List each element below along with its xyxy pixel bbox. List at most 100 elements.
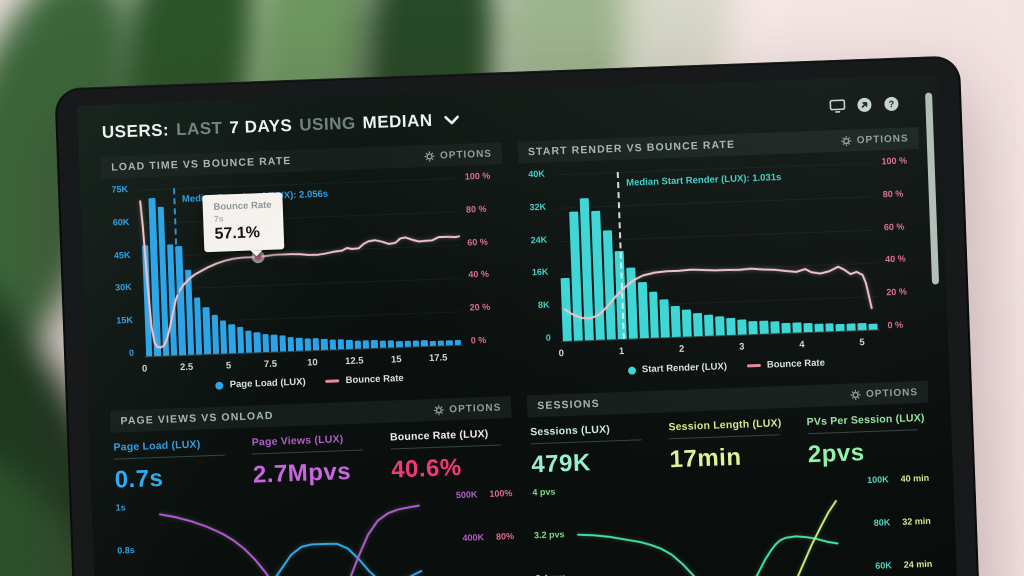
scrollbar-thumb[interactable]: [925, 92, 940, 285]
legend-label: Start Render (LUX): [641, 361, 728, 376]
metric-pvs-per-session: PVs Per Session (LUX) 2pvs: [806, 412, 928, 469]
options-button[interactable]: OPTIONS: [424, 148, 492, 161]
axis-tick-label: 80K: [873, 517, 891, 528]
axis-tick-label: 8K: [537, 299, 550, 311]
metric-bounce-rate: Bounce Rate (LUX) 40.6%: [390, 427, 512, 484]
svg-text:?: ?: [888, 99, 894, 110]
tooltip-value: 57.1%: [214, 224, 261, 244]
metric-sessions: Sessions (LUX) 479K: [530, 422, 652, 479]
options-button[interactable]: OPTIONS: [841, 133, 909, 146]
aggregation-label: MEDIAN: [362, 110, 433, 133]
sparkline-page-load-lux-: [161, 540, 421, 576]
help-icon[interactable]: ?: [883, 96, 900, 113]
options-button[interactable]: OPTIONS: [850, 387, 918, 400]
start-render-chart: 40K 32K 24K 16K 8K 0 100 % 80 % 60 % 40 % 20 % 0 %…: [519, 153, 927, 378]
legend-item-start-render: Start Render (LUX): [627, 361, 728, 376]
metric-label: Bounce Rate (LUX): [389, 427, 489, 444]
display-icon[interactable]: [829, 98, 846, 115]
panel-title: PAGE VIEWS VS ONLOAD: [120, 409, 274, 428]
axis-tick-label: 0: [128, 347, 135, 359]
axis-tick-label: 4 pvs: [532, 486, 556, 498]
axis-tick-label: 10: [306, 357, 318, 369]
axis-tick-label: 0: [141, 363, 148, 375]
axis-tick-pair: 500K 100%: [456, 488, 513, 500]
metric-value: 0.7s: [114, 464, 164, 494]
axis-tick-label: 2: [678, 343, 685, 355]
axis-tick-label: 7.5: [263, 358, 278, 371]
axis-tick-label: 20 %: [886, 286, 908, 298]
axis-tick-label: 1: [618, 345, 625, 358]
panel-load-time-vs-bounce-rate: LOAD TIME VS BOUNCE RATE OPTIONS 75K 60K 4…: [100, 142, 510, 393]
options-label: OPTIONS: [856, 132, 909, 146]
range-word-last: LAST: [175, 118, 223, 140]
metric-value: 40.6%: [390, 453, 463, 484]
metric-underline: [668, 434, 780, 440]
axis-tick-pair: 100K 40 min: [867, 473, 929, 485]
panel-header: SESSIONS OPTIONS: [526, 380, 929, 418]
axis-tick-label: 5: [225, 360, 232, 372]
users-range-dropdown[interactable]: USERS: LAST 7 DAYS USING MEDIAN: [102, 110, 460, 143]
options-button[interactable]: OPTIONS: [433, 402, 501, 415]
legend-label: Bounce Rate: [766, 357, 826, 371]
plot-area[interactable]: Median Start Render (LUX): 1.031s: [554, 162, 880, 343]
axis-tick-label: 4: [799, 339, 805, 351]
share-icon[interactable]: [856, 97, 873, 114]
axis-tick-label: 0 %: [887, 319, 904, 331]
panel-grid: LOAD TIME VS BOUNCE RATE OPTIONS 75K 60K 4…: [100, 126, 935, 576]
axis-tick-label: 20 %: [469, 301, 491, 313]
y-axis-left: 75K 60K 45K 30K 15K 0: [102, 184, 138, 359]
sparkline-pvs-per-session-lux-: [578, 525, 840, 576]
axis-tick-label: 60 %: [467, 236, 488, 248]
axis-tick-label: 32K: [529, 201, 547, 213]
axis-tick-label: 400K: [462, 532, 485, 543]
sessions-sparkline-chart[interactable]: 4 pvs 100K 40 min 3.2 pvs 80K 32 min 2.4 pvs 60…: [530, 469, 935, 576]
axis-tick-label: 40 %: [468, 269, 490, 280]
panel-header: PAGE VIEWS VS ONLOAD OPTIONS: [110, 396, 512, 433]
metric-session-length: Session Length (LUX) 17min: [668, 417, 790, 474]
axis-tick-pair: 400K 80%: [462, 531, 514, 543]
axis-tick-pair: 60K 24 min: [875, 559, 932, 571]
axis-tick-label: 45K: [113, 249, 131, 261]
axis-tick-label: 2.4 pvs: [535, 572, 566, 576]
panel-header: LOAD TIME VS BOUNCE RATE OPTIONS: [100, 142, 503, 179]
legend-dot-icon: [627, 365, 637, 375]
range-days: 7 DAYS: [229, 115, 293, 138]
metric-value: 17min: [669, 443, 742, 474]
axis-tick-label: 2.5: [179, 361, 194, 374]
axis-tick-label: 500K: [455, 489, 478, 501]
metric-label: Sessions (LUX): [530, 423, 611, 439]
monitor-frame: USERS: LAST 7 DAYS USING MEDIAN ?: [54, 55, 984, 576]
axis-tick-label: 3: [738, 341, 745, 353]
plot-area[interactable]: Median Page Load (LUX): 2.056s Bounce Ra…: [138, 177, 464, 358]
metric-value: 2.7Mpvs: [252, 457, 352, 489]
tooltip-x-value: 7s: [213, 213, 224, 225]
axis-tick-label: 40 %: [884, 253, 906, 265]
metric-label: Page Views (LUX): [251, 433, 344, 449]
sparkline-session-length-lux-: [769, 501, 841, 576]
sparkline-svg: [159, 488, 423, 576]
axis-tick-label: 24 min: [903, 558, 933, 570]
axis-tick-label: 3.2 pvs: [533, 529, 565, 541]
y-axis-right: 100 % 80 % 60 % 40 % 20 % 0 %: [461, 170, 509, 346]
legend-dot-icon: [215, 381, 224, 390]
axis-tick-label: 100K: [866, 474, 889, 486]
gear-icon: [424, 150, 435, 161]
axis-tick-label: 17.5: [428, 352, 448, 365]
axis-tick-label: 24K: [530, 234, 548, 245]
metric-label: Page Load (LUX): [113, 438, 201, 454]
metric-row: Page Load (LUX) 0.7s Page Views (LUX) 2.…: [111, 418, 514, 495]
axis-tick-label: 80 %: [465, 203, 487, 215]
load-time-chart: 75K 60K 45K 30K 15K 0 100 % 80 % 60 % 40 % 20 % 0 …: [102, 168, 510, 393]
gear-icon: [841, 135, 852, 146]
axis-tick-label: 100 %: [464, 170, 491, 182]
options-label: OPTIONS: [865, 386, 919, 400]
metric-underline: [252, 449, 363, 455]
axis-tick-label: 100 %: [881, 155, 908, 167]
axis-tick-label: 0 %: [470, 334, 487, 346]
panel-title: SESSIONS: [537, 397, 600, 413]
axis-tick-label: 0: [545, 332, 551, 343]
legend-label: Page Load (LUX): [229, 376, 306, 391]
axis-tick-label: 40K: [528, 168, 545, 180]
metric-value: 479K: [530, 449, 592, 479]
